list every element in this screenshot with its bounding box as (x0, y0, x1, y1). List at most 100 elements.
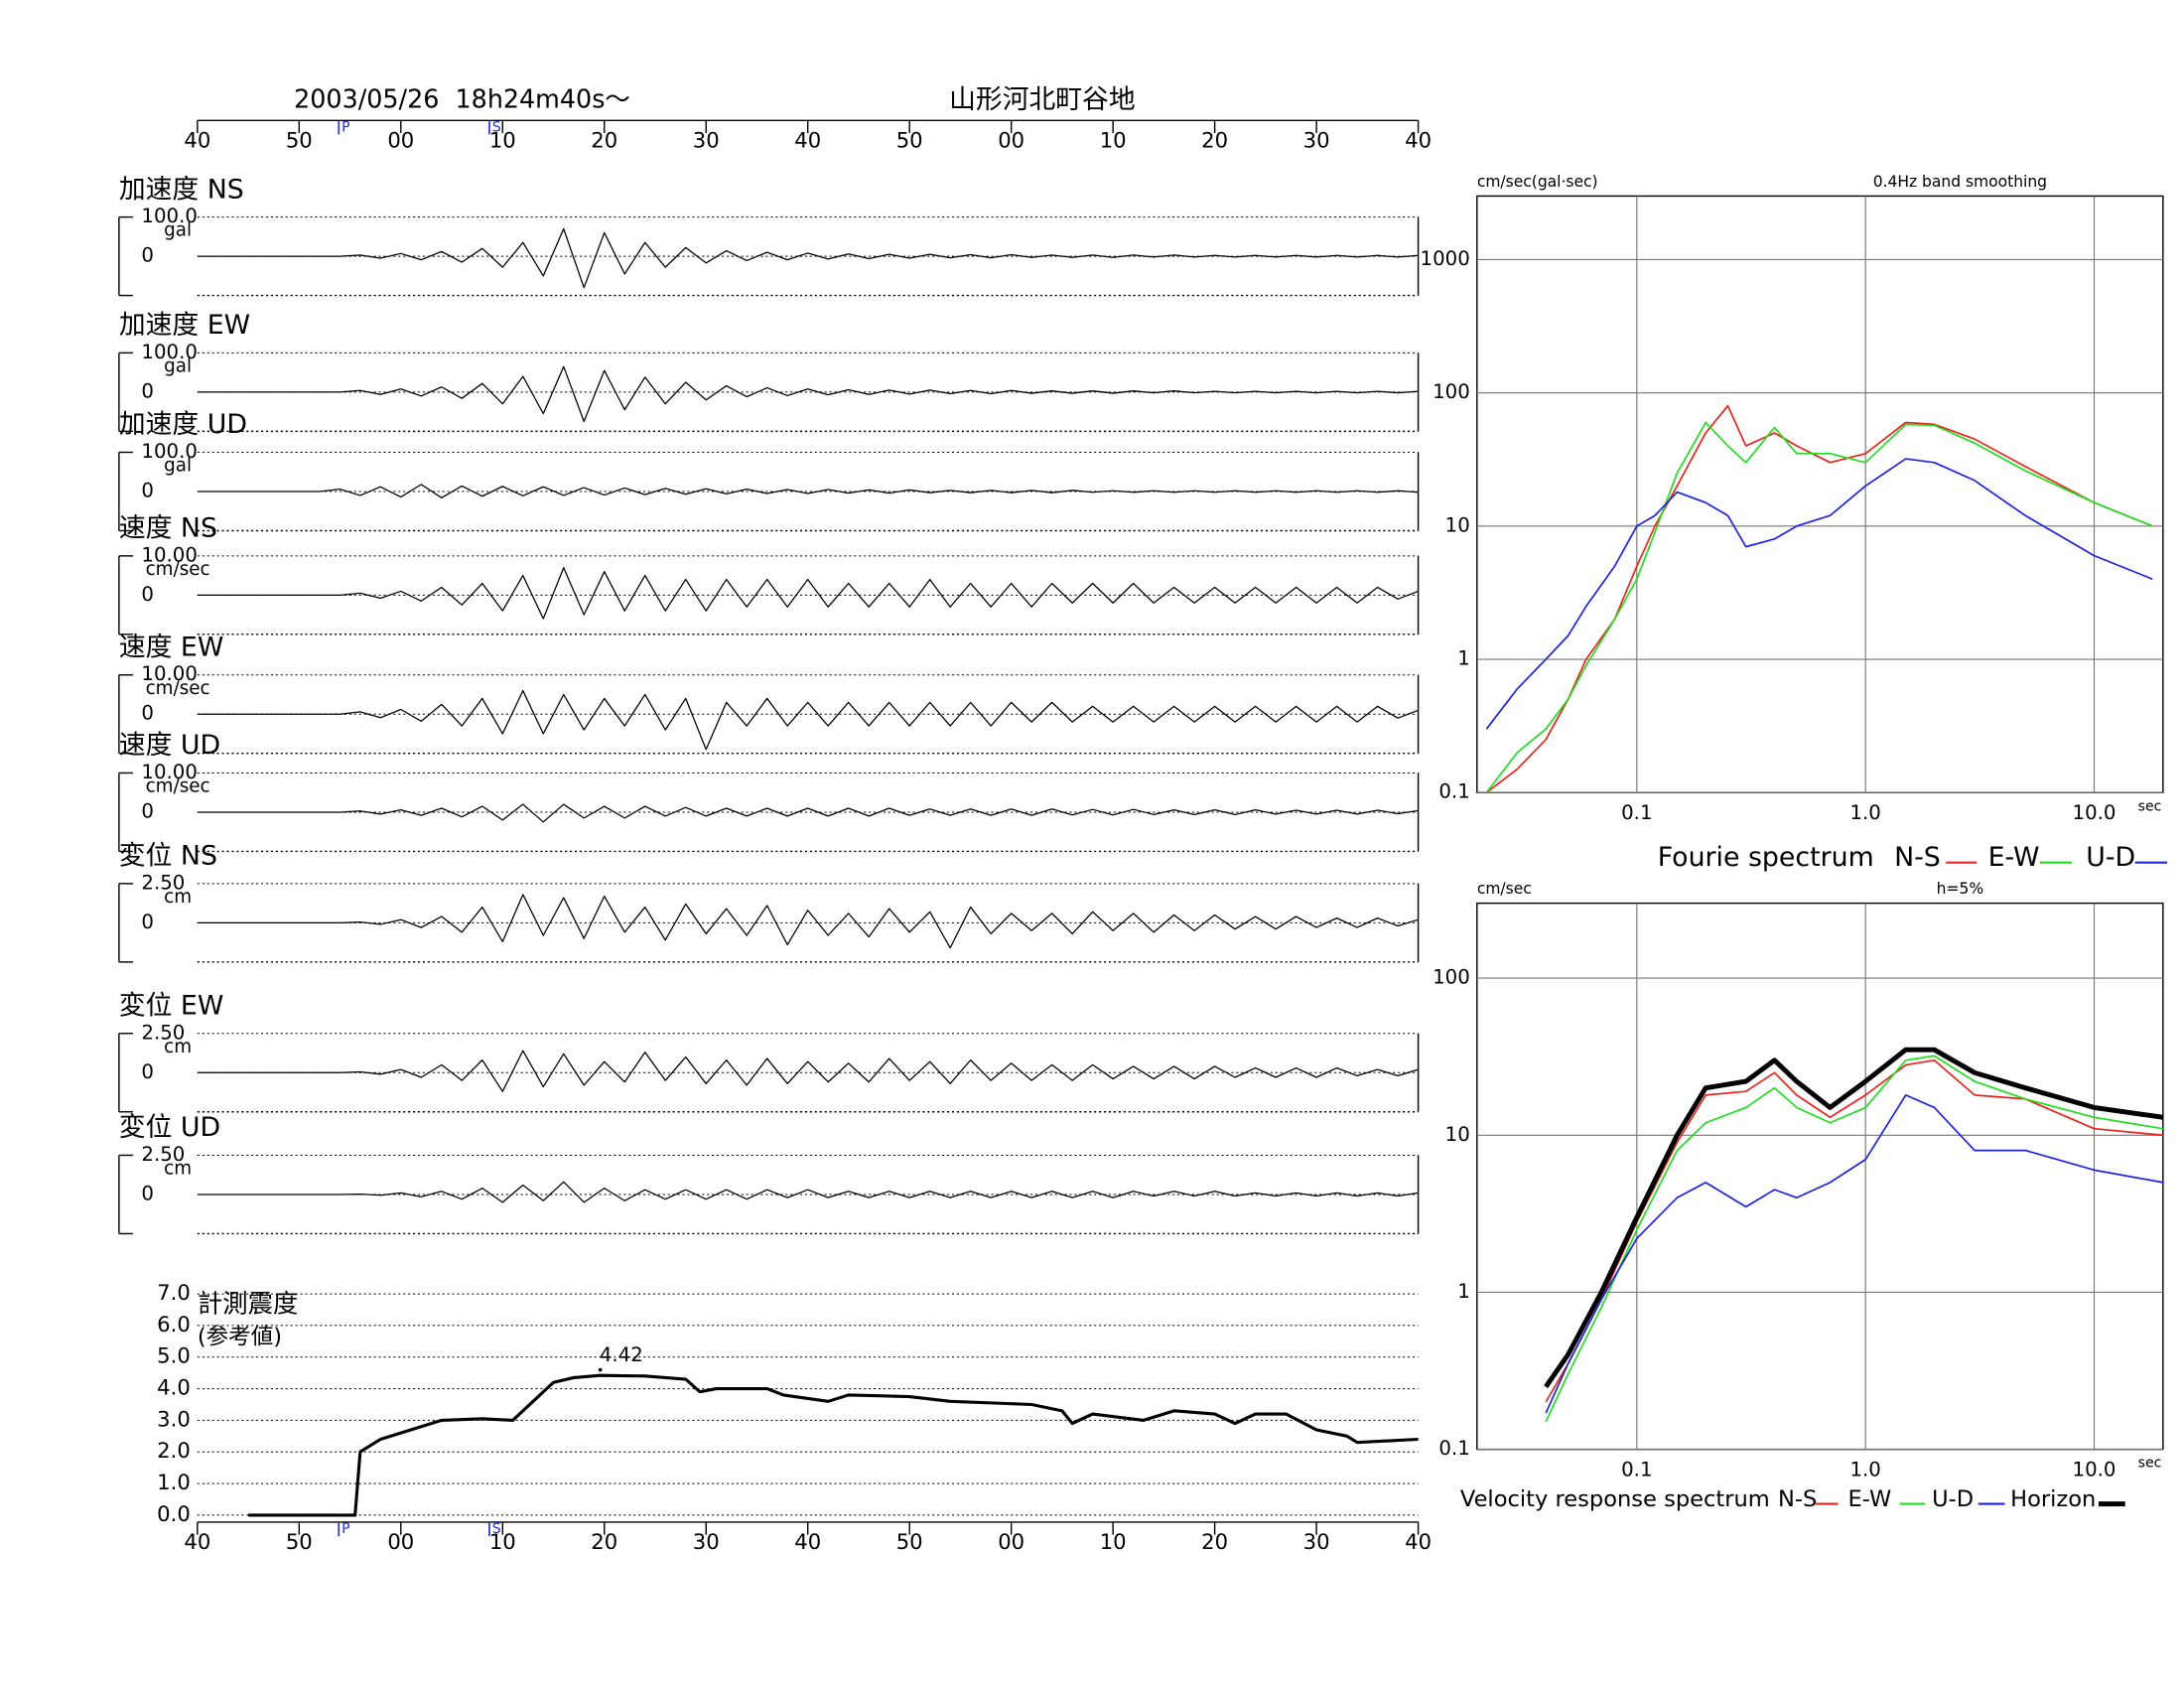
panel-label: 加速度 NS (119, 174, 244, 205)
record-datetime: 2003/05/26 18h24m40s〜 (294, 84, 630, 114)
time-tick-label: 10 (1100, 1529, 1127, 1554)
panel-label: 速度 NS (119, 513, 217, 544)
time-tick-label: 00 (387, 1529, 414, 1554)
unit-label: cm/sec (146, 559, 210, 580)
x-tick-label: 10.0 (2073, 1458, 2116, 1480)
spectrum-line (1485, 404, 2153, 793)
y-tick-label: 6.0 (157, 1312, 191, 1336)
y-tick-label: 100.0 (141, 440, 198, 463)
y-tick-label: 4.0 (157, 1375, 191, 1400)
waveform (197, 365, 1419, 423)
y-axis-label: cm/sec (1477, 880, 1532, 898)
time-tick-label: 50 (286, 127, 313, 152)
x-tick-label: 1.0 (1849, 801, 1880, 824)
phase-marker-label: S (492, 1521, 501, 1537)
waveform (197, 689, 1419, 751)
waveform (197, 1050, 1419, 1092)
y-tick-label: 10 (1445, 513, 1470, 536)
time-tick-label: 50 (896, 127, 923, 152)
chart-note: h=5% (1937, 880, 1983, 898)
unit-label: cm (164, 887, 192, 908)
time-tick-label: 00 (998, 127, 1024, 152)
spectrum-line (1545, 1055, 2163, 1423)
x-axis-unit: sec (2138, 1456, 2162, 1472)
time-tick-label: 40 (1405, 127, 1432, 152)
panel-label: 変位 UD (119, 1112, 220, 1143)
legend-label: N-S (1894, 842, 1941, 873)
y-tick-label: 0 (141, 480, 154, 502)
y-tick-label: 1 (1457, 1280, 1470, 1303)
x-tick-label: 0.1 (1621, 1458, 1652, 1480)
time-tick-label: 40 (794, 127, 821, 152)
time-tick-label: 10 (489, 127, 516, 152)
y-tick-label: 0.1 (1438, 780, 1469, 803)
y-tick-label: 2.50 (141, 1021, 185, 1044)
time-tick-label: 50 (896, 1529, 923, 1554)
chart-title: Fourie spectrum (1658, 842, 1874, 873)
intensity-line (248, 1373, 1419, 1517)
y-tick-label: 2.0 (157, 1438, 191, 1463)
waveform (197, 894, 1419, 949)
time-tick-label: 40 (1405, 1529, 1432, 1554)
peak-dot (598, 1367, 603, 1372)
plot-frame (1476, 902, 2164, 1451)
y-tick-label: 0 (141, 1060, 154, 1083)
y-tick-label: 0 (141, 1182, 154, 1204)
time-tick-label: 40 (184, 127, 210, 152)
waveform (197, 803, 1419, 823)
chart-note: 0.4Hz band smoothing (1873, 173, 2047, 191)
y-tick-label: 10.00 (141, 662, 198, 685)
y-tick-label: 0 (141, 702, 154, 725)
y-tick-label: 0.1 (1438, 1437, 1469, 1460)
y-tick-label: 5.0 (157, 1343, 191, 1368)
time-tick-label: 10 (1100, 127, 1127, 152)
time-tick-label: 30 (693, 1529, 720, 1554)
y-tick-label: 0 (141, 583, 154, 606)
y-tick-label: 0 (141, 911, 154, 933)
legend-label: U-D (2086, 842, 2135, 873)
x-tick-label: 1.0 (1849, 1458, 1880, 1480)
station-name: 山形河北町谷地 (949, 84, 1135, 115)
time-tick-label: 00 (387, 127, 414, 152)
phase-marker-label: P (341, 1521, 350, 1537)
y-tick-label: 2.50 (141, 871, 185, 894)
time-tick-label: 10 (489, 1529, 516, 1554)
time-tick-label: 20 (591, 1529, 617, 1554)
unit-label: cm (164, 1037, 192, 1057)
y-tick-label: 10 (1445, 1123, 1470, 1146)
chart-subtitle: (参考値) (198, 1324, 282, 1349)
y-tick-label: 100.0 (141, 205, 198, 227)
panel-label: 速度 UD (119, 730, 220, 761)
spectrum-line (1485, 421, 2153, 793)
y-tick-label: 100 (1433, 380, 1470, 403)
spectrum-line (1545, 1094, 2163, 1414)
legend-label: N-S (1778, 1486, 1817, 1512)
unit-label: gal (164, 456, 192, 477)
waveform (197, 227, 1419, 289)
chart-title: Velocity response spectrum (1460, 1486, 1770, 1512)
spectrum-line (1485, 458, 2153, 730)
y-tick-label: 2.50 (141, 1143, 185, 1166)
time-tick-label: 00 (998, 1529, 1024, 1554)
time-tick-label: 30 (693, 127, 720, 152)
y-tick-label: 10.00 (141, 761, 198, 783)
y-tick-label: 3.0 (157, 1406, 191, 1431)
legend-label: U-D (1932, 1486, 1974, 1512)
y-tick-label: 0 (141, 244, 154, 267)
y-tick-label: 0 (141, 379, 154, 402)
y-tick-label: 0.0 (157, 1501, 191, 1526)
legend-label: E-W (1848, 1486, 1892, 1512)
panel-label: 速度 EW (119, 632, 223, 662)
y-tick-label: 1 (1457, 647, 1470, 670)
time-tick-label: 20 (591, 127, 617, 152)
spectrum-line (1544, 1047, 2164, 1389)
y-tick-label: 7.0 (157, 1280, 191, 1305)
time-tick-label: 20 (1201, 127, 1228, 152)
unit-label: cm (164, 1159, 192, 1180)
legend-label: E-W (1988, 842, 2040, 873)
phase-marker-label: S (492, 119, 501, 135)
phase-marker-label: P (341, 119, 350, 135)
time-tick-label: 40 (794, 1529, 821, 1554)
